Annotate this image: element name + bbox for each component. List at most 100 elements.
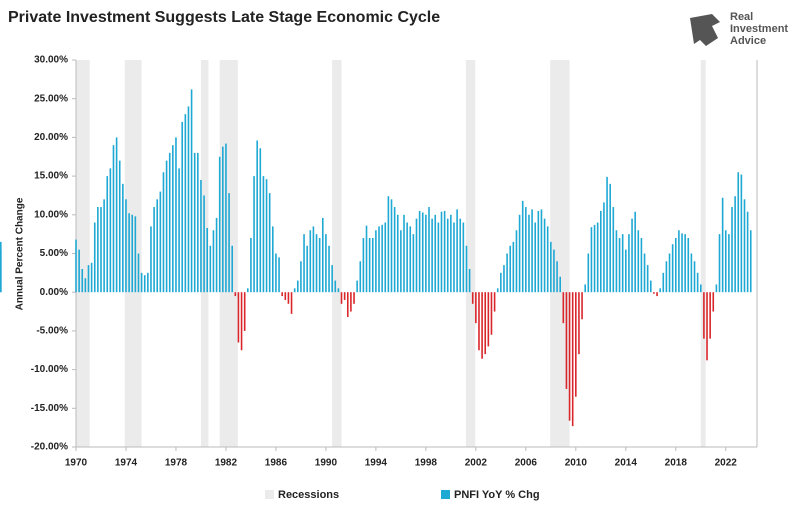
bar — [440, 211, 443, 293]
bar — [556, 261, 558, 293]
bar — [550, 241, 552, 293]
bar — [118, 160, 121, 293]
bar — [428, 207, 430, 293]
bar — [103, 199, 105, 293]
bar — [590, 227, 593, 293]
bar — [337, 288, 340, 293]
bar — [690, 253, 693, 293]
bar — [356, 280, 358, 293]
bar — [209, 245, 212, 293]
y-tick-label: 15.00% — [34, 171, 68, 182]
bar — [668, 253, 671, 293]
bar — [509, 245, 512, 293]
bar — [703, 292, 705, 339]
bar — [400, 230, 402, 293]
y-tick-label: 25.00% — [34, 93, 68, 104]
bar — [300, 261, 302, 293]
legend-label: PNFI YoY % Chg — [454, 489, 540, 501]
bar — [172, 145, 174, 293]
bar — [309, 230, 312, 293]
bar — [331, 265, 333, 293]
bar — [662, 272, 665, 293]
bar — [122, 183, 124, 293]
y-tick-label: 5.00% — [40, 248, 68, 259]
bar — [112, 145, 115, 293]
logo-icon — [690, 14, 720, 46]
bar — [521, 200, 524, 293]
bar — [475, 292, 477, 324]
x-tick-label: 2022 — [715, 458, 738, 469]
bar — [656, 292, 658, 297]
bar — [156, 199, 159, 293]
bar — [674, 238, 677, 293]
y-tick-label: 0.00% — [40, 287, 68, 298]
bar — [637, 230, 640, 293]
bar — [575, 292, 577, 397]
bar — [362, 238, 365, 293]
bar — [325, 234, 327, 293]
bar — [131, 214, 134, 293]
bar — [328, 245, 330, 293]
x-tick-label: 2014 — [615, 458, 638, 469]
bar — [100, 207, 102, 293]
bar — [265, 179, 268, 293]
bar — [387, 196, 390, 293]
bar — [175, 137, 177, 293]
bar — [515, 230, 518, 293]
bar — [693, 261, 696, 293]
x-tick-label: 2018 — [665, 458, 688, 469]
bar — [0, 249, 2, 293]
bar — [253, 176, 255, 293]
y-tick-label: -10.00% — [31, 364, 68, 375]
bar — [384, 222, 387, 293]
bar — [746, 211, 749, 293]
bar — [290, 292, 293, 314]
bar — [437, 222, 440, 293]
bar — [359, 261, 362, 293]
bar — [696, 272, 699, 293]
x-tick-label: 1974 — [115, 458, 138, 469]
recession-band — [700, 60, 706, 447]
x-tick-label: 1978 — [165, 458, 188, 469]
bar — [225, 143, 227, 293]
y-tick-label: 10.00% — [34, 209, 68, 220]
bar — [568, 292, 571, 421]
bar — [312, 226, 315, 293]
x-tick-label: 2010 — [565, 458, 588, 469]
bar — [403, 214, 405, 293]
bar — [296, 280, 299, 293]
bar — [487, 292, 490, 347]
bar — [412, 234, 415, 293]
bar — [243, 292, 246, 331]
bar — [671, 244, 674, 293]
bar — [665, 261, 668, 293]
bar — [178, 168, 180, 293]
bar — [706, 292, 708, 361]
bar — [193, 152, 196, 293]
bar — [159, 191, 162, 293]
bar — [293, 288, 296, 293]
bar — [493, 292, 496, 312]
bar — [740, 174, 743, 293]
bar — [256, 140, 258, 293]
y-tick-label: -5.00% — [36, 326, 68, 337]
recession-band — [550, 60, 570, 447]
bar — [553, 249, 555, 293]
bar — [281, 292, 283, 297]
bar — [546, 226, 549, 293]
bar — [272, 226, 274, 293]
bar — [571, 292, 574, 427]
bar — [465, 245, 468, 293]
bar — [84, 278, 87, 293]
bar — [606, 176, 608, 293]
bar — [90, 262, 93, 293]
bar — [559, 276, 561, 293]
logo-text: Investment — [730, 23, 788, 35]
bar — [718, 234, 721, 293]
legend-swatch — [265, 490, 274, 499]
bar — [621, 234, 624, 293]
bar — [97, 207, 99, 293]
bar — [659, 288, 661, 293]
bar — [462, 222, 465, 293]
